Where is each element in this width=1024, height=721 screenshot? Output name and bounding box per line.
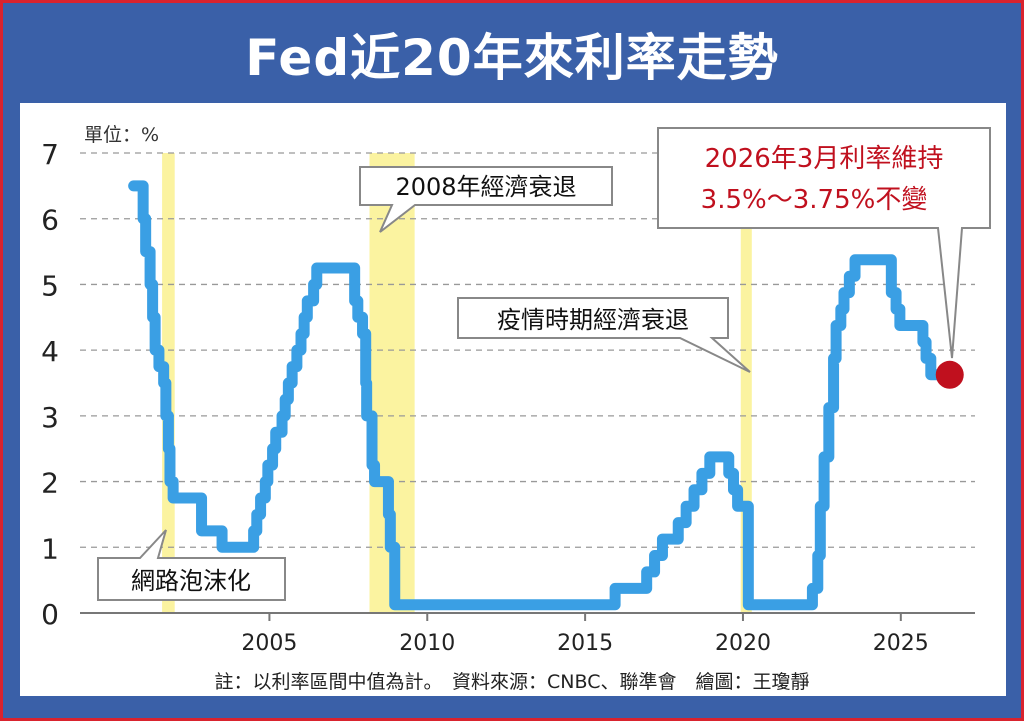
- callout-dotcom-text: 網路泡沫化: [131, 567, 251, 595]
- callout-2008: 2008年經濟衰退: [359, 166, 613, 233]
- chart-title: Fed近20年來利率走勢: [245, 29, 779, 87]
- recession-band: [740, 153, 752, 613]
- callout-2026-line2: 3.5%～3.75%不變: [701, 185, 928, 215]
- footer-note: 註：以利率區間中值為計。 資料來源：CNBC、聯準會 繪圖：王瓊靜: [215, 671, 810, 693]
- y-tick-label: 0: [41, 598, 59, 631]
- x-tick-label: 2020: [715, 631, 771, 656]
- y-tick-label: 1: [41, 532, 59, 565]
- x-tick-label: 2005: [241, 631, 297, 656]
- y-tick-label: 3: [41, 401, 59, 434]
- y-tick-label: 7: [41, 138, 59, 171]
- y-tick-label: 2: [41, 467, 59, 500]
- callout-2026: 2026年3月利率維持 3.5%～3.75%不變: [657, 127, 991, 359]
- y-tick-label: 5: [41, 269, 59, 302]
- latest-rate-marker: [935, 360, 964, 389]
- callout-covid-text: 疫情時期經濟衰退: [497, 306, 689, 334]
- callout-covid: 疫情時期經濟衰退: [457, 297, 751, 373]
- callout-2008-text: 2008年經濟衰退: [395, 173, 576, 201]
- x-tick-label: 2010: [399, 631, 455, 656]
- rate-line: [128, 180, 956, 611]
- y-tick-label: 4: [41, 335, 59, 368]
- callout-dotcom: 網路泡沫化: [97, 529, 286, 601]
- x-tick-label: 2015: [557, 631, 613, 656]
- y-tick-label: 6: [41, 204, 59, 237]
- callout-2026-line1: 2026年3月利率維持: [705, 144, 944, 174]
- unit-label: 單位：%: [84, 124, 159, 146]
- x-tick-label: 2025: [873, 631, 929, 656]
